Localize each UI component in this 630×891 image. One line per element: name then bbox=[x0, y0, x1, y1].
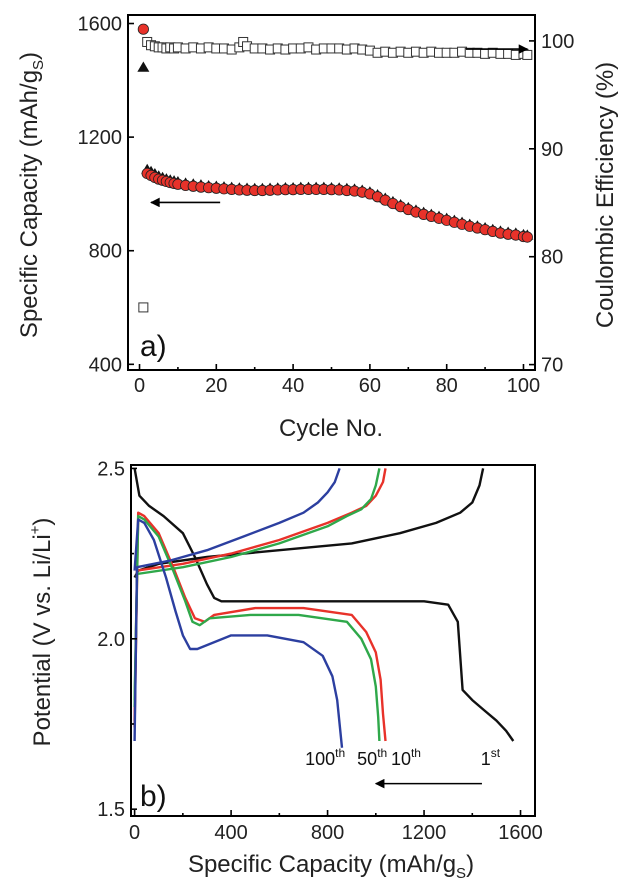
discharge-curve-1st bbox=[133, 468, 515, 742]
chart-b-frame bbox=[130, 464, 536, 817]
chart-b-ticks: 0 400 800 1200 1600 1.5 2.0 2.5 bbox=[97, 458, 543, 844]
discharge-curve-10th bbox=[133, 511, 387, 742]
x-tick-label: 1600 bbox=[498, 822, 543, 844]
curve-label: 50th bbox=[357, 746, 387, 769]
x-tick-label: 400 bbox=[214, 822, 247, 844]
curve-label-ordinal: th bbox=[335, 746, 345, 760]
chart-a-ylabel-sub: S bbox=[30, 60, 47, 70]
discharge-curve-100th bbox=[133, 518, 344, 748]
chart-b-ylabel-sup: + bbox=[27, 525, 44, 534]
y-tick-label: 2.0 bbox=[97, 629, 125, 651]
curve-label: 10th bbox=[391, 746, 421, 769]
curve-label: 1st bbox=[481, 746, 501, 769]
chart-a-ylabel: Specific Capacity (mAh/gS) bbox=[16, 52, 47, 338]
chart-b-ylabel: Potential (V vs. Li/Li+) bbox=[27, 518, 56, 747]
chart-b-xlabel-close: ) bbox=[466, 851, 474, 878]
data-point-circle bbox=[137, 23, 149, 35]
y2-tick-label: 70 bbox=[541, 355, 563, 377]
x-tick-label: 1200 bbox=[402, 822, 447, 844]
x-tick-label: 0 bbox=[134, 375, 145, 397]
chart-a-ticks: 0 20 40 60 80 100 400 800 1200 1600 70 80 90 100 bbox=[78, 14, 575, 397]
curve-label-ordinal: st bbox=[491, 746, 501, 760]
curve-label-ordinal: th bbox=[411, 746, 421, 760]
y-tick-label: 2.5 bbox=[97, 458, 125, 480]
x-tick-label: 80 bbox=[436, 375, 458, 397]
curve-label-number: 50 bbox=[357, 749, 377, 769]
y-tick-label: 1.5 bbox=[97, 799, 125, 821]
curve-label-number: 1 bbox=[481, 749, 491, 769]
y2-tick-label: 90 bbox=[541, 139, 563, 161]
data-point-square bbox=[138, 302, 149, 313]
chart-b-xlabel: Specific Capacity (mAh/gS) bbox=[188, 851, 474, 882]
x-tick-label: 60 bbox=[359, 375, 381, 397]
curve-label-ordinal: th bbox=[377, 746, 387, 760]
data-point-triangle bbox=[137, 61, 150, 72]
charge-curve-10th bbox=[133, 468, 387, 721]
chart-a-ylabel-close: ) bbox=[16, 52, 43, 60]
chart-b-panel-label: b) bbox=[140, 780, 167, 813]
y2-tick-label: 80 bbox=[541, 247, 563, 269]
data-point-square bbox=[522, 49, 533, 60]
chart-panel-a: 0 20 40 60 80 100 400 800 1200 1600 70 80 90 100 a) C… bbox=[16, 14, 619, 442]
chart-a-ylabel-main: Specific Capacity (mAh/g bbox=[16, 70, 43, 338]
curve-label-number: 100 bbox=[305, 749, 335, 769]
chart-b-ylabel-close: ) bbox=[29, 518, 56, 526]
chart-a-panel-label: a) bbox=[140, 330, 167, 363]
chart-a-y2label: Coulombic Efficiency (%) bbox=[592, 62, 619, 328]
charge-curve-50th bbox=[133, 468, 381, 701]
chart-b-marks: 100th 50th 10th 1st bbox=[133, 468, 515, 789]
charge-curve-100th bbox=[133, 468, 341, 742]
x-tick-label: 100 bbox=[507, 375, 540, 397]
x-tick-label: 0 bbox=[129, 822, 140, 844]
x-tick-label: 20 bbox=[205, 375, 227, 397]
chart-b-ylabel-main: Potential (V vs. Li/Li bbox=[29, 534, 56, 746]
y-tick-label: 400 bbox=[89, 354, 122, 376]
chart-b-xlabel-sub: S bbox=[456, 865, 466, 882]
x-tick-label: 40 bbox=[282, 375, 304, 397]
chart-b-xlabel-main: Specific Capacity (mAh/g bbox=[188, 851, 456, 878]
data-point-circle bbox=[521, 231, 533, 243]
discharge-curve-50th bbox=[133, 514, 381, 742]
y-tick-label: 800 bbox=[89, 241, 122, 263]
y2-tick-label: 100 bbox=[541, 31, 574, 53]
chart-panel-b: 100th 50th 10th 1st 0 400 800 1200 16001.52.02.… bbox=[27, 458, 543, 882]
curve-label: 100th bbox=[305, 746, 345, 769]
x-tick-label: 800 bbox=[311, 822, 344, 844]
chart-a-marks bbox=[137, 23, 534, 313]
charge-curve-1st bbox=[133, 468, 485, 579]
y-tick-label: 1600 bbox=[78, 14, 123, 36]
curve-label-number: 10 bbox=[391, 749, 411, 769]
chart-a-xlabel: Cycle No. bbox=[279, 415, 383, 442]
y-tick-label: 1200 bbox=[78, 127, 123, 149]
